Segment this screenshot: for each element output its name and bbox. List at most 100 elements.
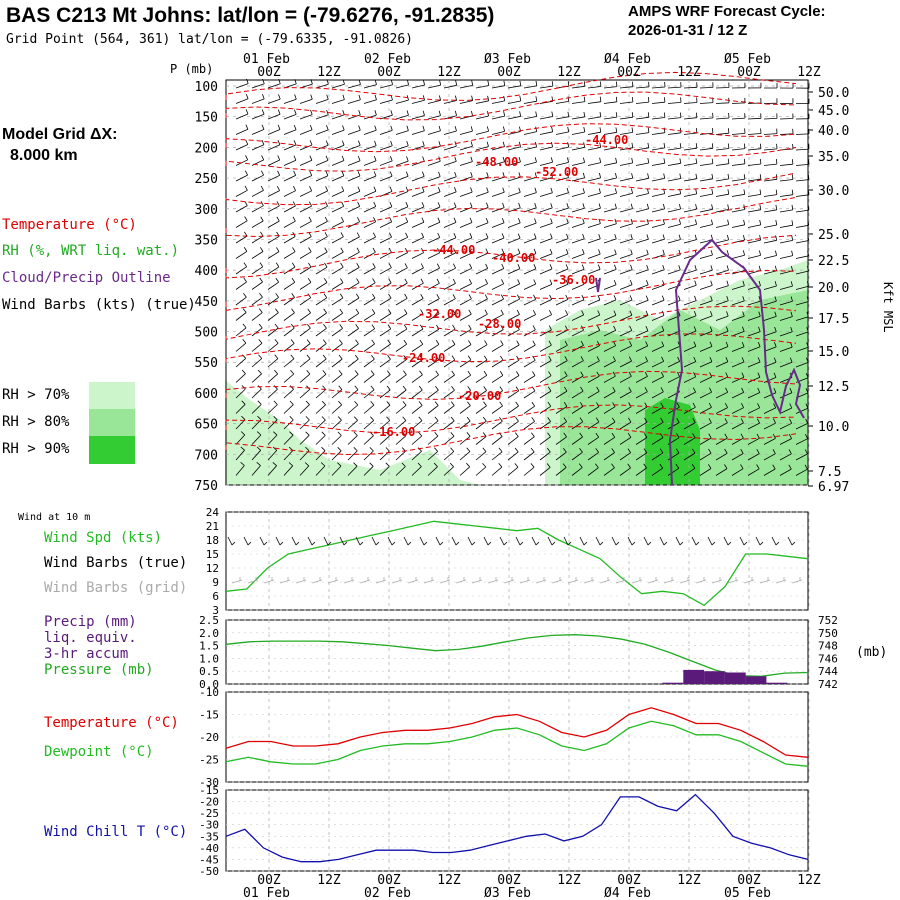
surface-wind-barb (499, 536, 508, 546)
wind-barb (475, 279, 488, 290)
wind-barb (331, 293, 344, 306)
wind-barb (779, 83, 794, 89)
wind-barb (539, 310, 552, 321)
wind-barb (491, 340, 504, 352)
wind-barb (571, 142, 586, 151)
wind-barb (555, 218, 569, 228)
height-tick-label: 7.5 (818, 465, 841, 480)
wind-barb (347, 431, 358, 445)
wind-barb (619, 432, 632, 445)
wind-barb (539, 218, 553, 228)
wind-barb (635, 81, 650, 89)
wind-barb (523, 96, 538, 104)
wind-barb (587, 142, 602, 151)
wind-barb (619, 295, 633, 306)
wind-barb (251, 78, 265, 89)
wind-barb (763, 449, 776, 461)
wind-barb (379, 355, 391, 368)
wind-barb (507, 325, 520, 337)
wind-barb (731, 387, 745, 399)
wind-barb (267, 323, 279, 337)
wind-barb (315, 462, 326, 476)
wind-barb (299, 339, 311, 352)
wind-barb (283, 231, 296, 244)
wind-barb (251, 124, 265, 135)
wind-barb (587, 81, 602, 89)
wind-barb (395, 156, 409, 166)
wind-barb (475, 263, 489, 275)
wind-barb (763, 418, 776, 430)
grid-wind-barb (311, 577, 323, 584)
wind-barb (779, 174, 794, 182)
wind-barb (491, 355, 504, 368)
wind-barb (587, 218, 601, 228)
cloud-outline (595, 238, 805, 486)
wind-barb (379, 401, 391, 414)
wind-barb (347, 186, 361, 197)
wind-barb (411, 385, 423, 399)
wind-barb (619, 417, 632, 430)
wind-barb (235, 446, 245, 461)
wind-barb (715, 204, 730, 213)
wind-barb (411, 462, 422, 476)
wind-barb (427, 355, 440, 368)
wind-barb (459, 248, 473, 259)
wind-barb (587, 448, 599, 461)
wind-barb (331, 125, 345, 135)
wind-barb (235, 170, 248, 182)
wind-panel-label: Wind Barbs (true) (44, 555, 187, 571)
wind-barb (363, 447, 374, 461)
wind-barb (587, 127, 602, 135)
wind-barb (763, 220, 778, 228)
wind-barb (555, 417, 568, 430)
wind-barb (459, 279, 472, 290)
wind-barb (683, 219, 697, 228)
temperature-contour-label: -36.00 (552, 273, 595, 287)
precip-bar (766, 682, 788, 684)
wind-barb (395, 79, 409, 89)
wind-barb (603, 234, 617, 244)
wind-barb (507, 279, 521, 290)
wind-barb (523, 325, 536, 337)
wind-barb (507, 187, 521, 197)
wind-barb (379, 339, 391, 352)
wind-barb (779, 326, 793, 337)
wind-barb (747, 143, 762, 151)
left-tick-label: 15 (206, 548, 219, 561)
wind-panel-header: Wind at 10 m (18, 512, 90, 523)
grid-wind-barb (247, 577, 259, 584)
wind-barb (651, 249, 665, 259)
left-tick-label: 0.0 (199, 678, 219, 691)
wind-barb (459, 171, 473, 182)
wind-barb (699, 295, 713, 306)
wind-barb (235, 277, 247, 290)
bottom-hour-label: 12Z (557, 873, 581, 888)
temperature-contour (225, 426, 797, 456)
wind-barb (523, 417, 535, 430)
wind-barb (507, 463, 519, 476)
height-tick-label: 15.0 (818, 345, 849, 360)
wind-barb (395, 278, 408, 290)
grid-wind-barb (423, 577, 435, 584)
temperature-contour-label: -16.00 (372, 425, 415, 439)
surface-wind-barb (755, 536, 764, 546)
wind-barb (411, 202, 425, 213)
wind-barb (715, 189, 730, 197)
wind-barb (683, 418, 696, 430)
wind-barb (363, 462, 374, 476)
wind-barb (555, 248, 569, 259)
wind-barb (523, 447, 535, 461)
wind-barb (427, 339, 440, 352)
height-tick-label: 45.0 (818, 104, 849, 119)
wind-barb (347, 370, 359, 383)
surface-wind-barb (483, 536, 492, 546)
wind-barb (731, 143, 746, 151)
top-hour-label: 00Z (617, 65, 641, 80)
wind-barb (299, 109, 313, 120)
wind-barb (651, 142, 666, 151)
left-tick-label: 24 (206, 506, 220, 519)
wind-barb (539, 371, 552, 383)
wind-barb (395, 370, 407, 383)
grid-wind-barb (759, 577, 771, 584)
wind-barb (267, 186, 280, 197)
